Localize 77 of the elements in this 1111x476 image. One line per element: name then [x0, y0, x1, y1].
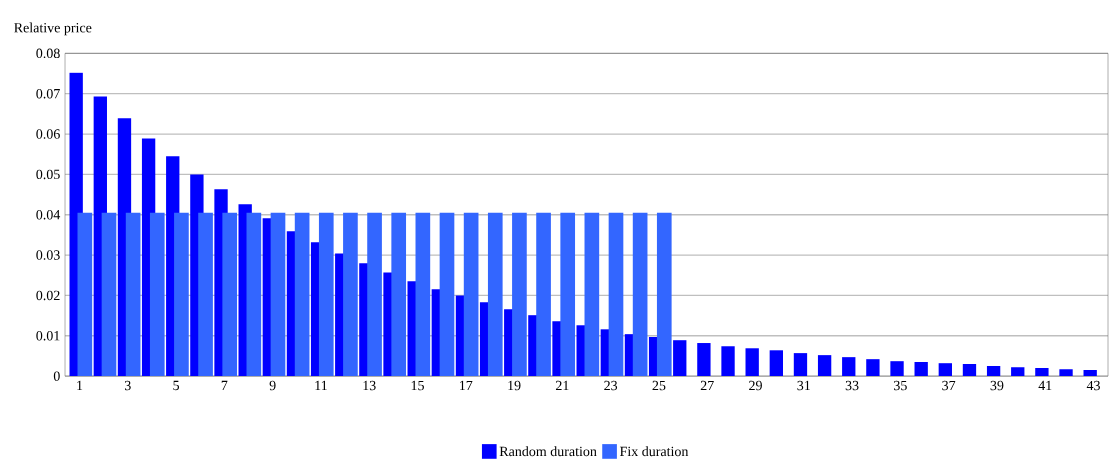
bar [222, 212, 238, 377]
bar [1011, 367, 1025, 377]
bar [294, 212, 310, 377]
x-tick-label: 17 [460, 380, 473, 391]
bar [632, 212, 648, 377]
y-tick-label: 0.01 [36, 330, 60, 341]
y-tick-label: 0.03 [36, 250, 60, 260]
x-tick-label: 43 [1086, 380, 1100, 391]
bar [512, 212, 527, 377]
bar [793, 353, 808, 377]
bar [487, 212, 503, 377]
bar [890, 361, 904, 377]
y-tick-label: 0.05 [36, 169, 60, 180]
y-tick-label: 0 [53, 371, 60, 381]
x-tick-label: 41 [1038, 380, 1052, 391]
legend-label: Random duration [499, 446, 597, 457]
x-tick-label: 33 [845, 380, 859, 391]
y-tick-label: 0.07 [36, 88, 60, 99]
bar [125, 212, 141, 377]
bar [343, 212, 358, 377]
x-tick-label: 25 [652, 380, 666, 391]
bar [721, 346, 735, 377]
bar [560, 212, 576, 377]
bar [914, 361, 928, 377]
bar [1083, 370, 1097, 377]
x-tick-label: 23 [604, 380, 618, 391]
x-tick-label: 21 [555, 380, 569, 391]
bar [536, 212, 551, 377]
x-tick-label: 31 [797, 380, 810, 391]
y-tick-label: 0.06 [36, 129, 60, 139]
x-tick-label: 15 [411, 380, 424, 391]
x-tick-label: 39 [990, 380, 1004, 391]
y-tick-label: 0.08 [36, 48, 60, 59]
bar [697, 342, 711, 377]
bar [463, 212, 479, 377]
bar [367, 212, 382, 377]
x-tick-label: 5 [173, 380, 180, 391]
y-tick-label: 0.02 [36, 290, 60, 301]
bar [842, 357, 856, 377]
bar [673, 340, 687, 377]
legend-label: Fix duration [619, 446, 689, 457]
bar [439, 212, 455, 377]
bar [101, 212, 117, 377]
x-tick-label: 35 [894, 380, 907, 391]
x-tick-label: 11 [315, 380, 327, 391]
x-tick-label: 3 [124, 380, 131, 391]
x-tick-label: 1 [77, 380, 83, 391]
y-tick-label: 0.04 [36, 209, 61, 220]
bar [745, 348, 759, 377]
bar [1035, 367, 1049, 377]
bar [962, 363, 977, 377]
bar [986, 365, 1001, 377]
x-tick-label: 7 [221, 380, 228, 390]
y-axis-title: Relative price [14, 22, 92, 36]
bar [270, 212, 286, 377]
bar [149, 212, 165, 377]
bar [656, 212, 672, 377]
bar [77, 212, 93, 377]
bar [391, 212, 407, 377]
bar [769, 350, 783, 377]
bar [584, 212, 600, 377]
bar [817, 355, 832, 377]
bar [318, 212, 334, 377]
x-tick-label: 27 [700, 380, 714, 391]
x-tick-label: 9 [269, 380, 276, 391]
bar [246, 212, 262, 377]
bar [198, 212, 213, 377]
bar [866, 359, 880, 377]
bar [608, 212, 624, 377]
x-tick-label: 37 [942, 380, 956, 391]
x-tick-label: 19 [508, 380, 521, 391]
bar [938, 363, 952, 377]
bar [415, 212, 431, 377]
bar [174, 212, 189, 377]
x-tick-label: 29 [749, 380, 762, 391]
x-tick-label: 13 [363, 380, 376, 391]
bar [1059, 369, 1073, 377]
